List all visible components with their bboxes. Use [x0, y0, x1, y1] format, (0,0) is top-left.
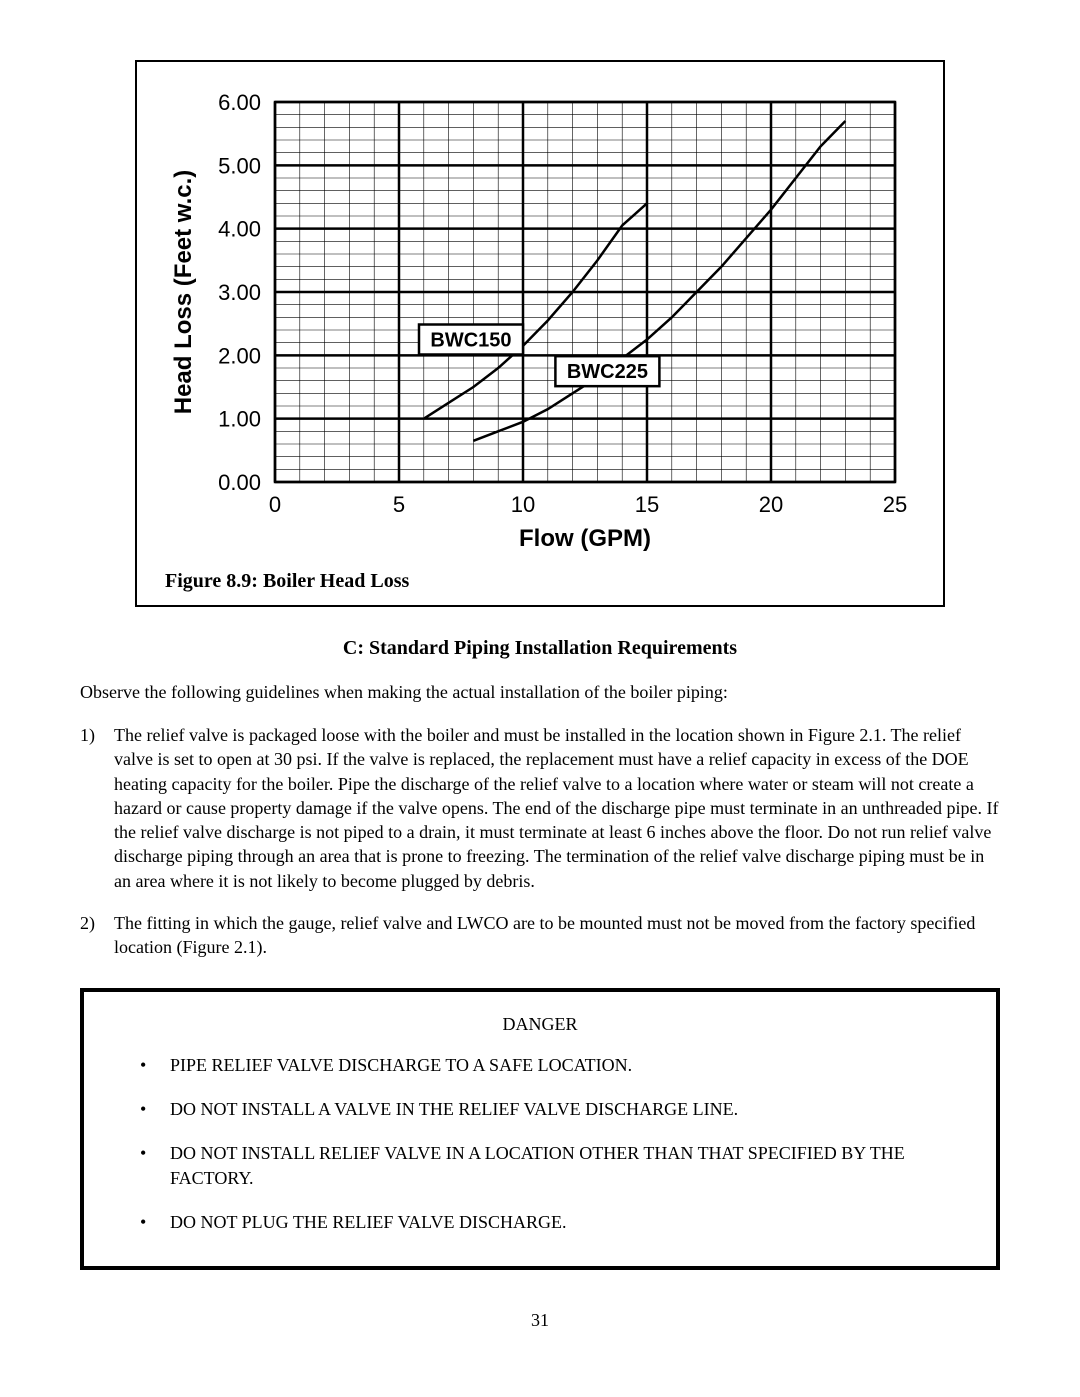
danger-bullet: PIPE RELIEF VALVE DISCHARGE TO A SAFE LO… [124, 1053, 956, 1077]
list-item: 2)The fitting in which the gauge, relief… [80, 911, 1000, 960]
svg-text:BWC150: BWC150 [430, 330, 511, 352]
danger-title: DANGER [124, 1014, 956, 1035]
chart-frame: 0 5 10 15 20 25 0.00 1.00 2.00 3.00 4.00 5.00 6.00 BW… [135, 60, 945, 607]
list-item: 1)The relief valve is packaged loose wit… [80, 723, 1000, 893]
svg-text:6.00: 6.00 [218, 92, 261, 115]
danger-list: PIPE RELIEF VALVE DISCHARGE TO A SAFE LO… [124, 1053, 956, 1234]
section-title: C: Standard Piping Installation Requirem… [80, 637, 1000, 660]
svg-text:15: 15 [635, 492, 659, 517]
svg-text:5.00: 5.00 [218, 153, 261, 178]
page-number: 31 [80, 1310, 1000, 1331]
list-item-text: The relief valve is packaged loose with … [114, 723, 1000, 893]
svg-text:4.00: 4.00 [218, 217, 261, 242]
svg-text:1.00: 1.00 [218, 407, 261, 432]
list-item-number: 2) [80, 911, 114, 960]
svg-text:2.00: 2.00 [218, 343, 261, 368]
list-item-number: 1) [80, 723, 114, 893]
svg-text:Flow (GPM): Flow (GPM) [519, 525, 651, 552]
svg-text:5: 5 [393, 492, 405, 517]
svg-text:20: 20 [759, 492, 783, 517]
danger-bullet: DO NOT PLUG THE RELIEF VALVE DISCHARGE. [124, 1210, 956, 1234]
series-callout-bwc150: BWC150 [419, 325, 523, 355]
intro-text: Observe the following guidelines when ma… [80, 682, 1000, 703]
series-callout-bwc225: BWC225 [555, 356, 659, 386]
chart-caption: Figure 8.9: Boiler Head Loss [165, 570, 915, 593]
svg-text:0: 0 [269, 492, 281, 517]
svg-text:10: 10 [511, 492, 535, 517]
svg-text:0.00: 0.00 [218, 470, 261, 495]
svg-text:Head Loss (Feet w.c.): Head Loss (Feet w.c.) [170, 170, 197, 415]
danger-box: DANGER PIPE RELIEF VALVE DISCHARGE TO A … [80, 988, 1000, 1270]
head-loss-chart: 0 5 10 15 20 25 0.00 1.00 2.00 3.00 4.00 5.00 6.00 BW… [165, 92, 915, 562]
svg-text:25: 25 [883, 492, 907, 517]
list-item-text: The fitting in which the gauge, relief v… [114, 911, 1000, 960]
svg-text:3.00: 3.00 [218, 280, 261, 305]
svg-text:BWC225: BWC225 [567, 361, 648, 383]
danger-bullet: DO NOT INSTALL RELIEF VALVE IN A LOCATIO… [124, 1141, 956, 1190]
danger-bullet: DO NOT INSTALL A VALVE IN THE RELIEF VAL… [124, 1097, 956, 1121]
numbered-list: 1)The relief valve is packaged loose wit… [80, 723, 1000, 960]
